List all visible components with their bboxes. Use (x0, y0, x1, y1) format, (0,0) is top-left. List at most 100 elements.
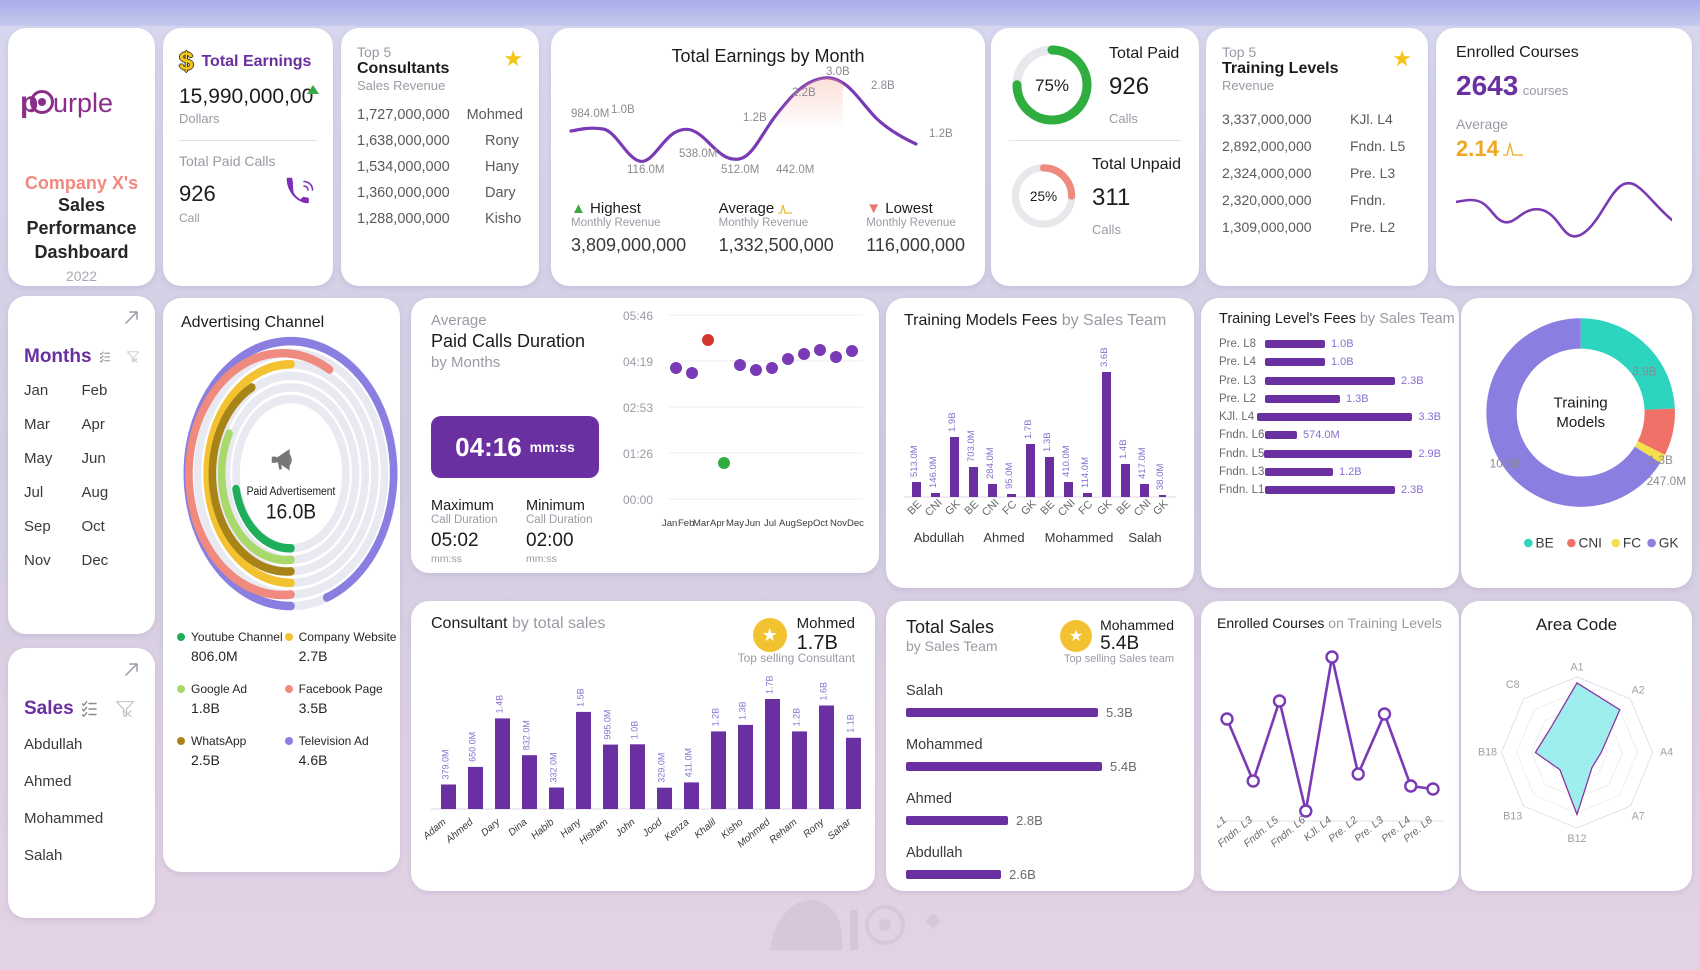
svg-text:1.4B: 1.4B (1118, 439, 1129, 459)
svg-text:2.2B: 2.2B (792, 87, 816, 99)
svg-text:Rony: Rony (801, 816, 827, 840)
svg-text:urple: urple (53, 88, 113, 118)
svg-text:1.6B: 1.6B (819, 682, 829, 701)
svg-text:Oct: Oct (813, 518, 828, 529)
svg-text:10.6B: 10.6B (1490, 456, 1521, 470)
svg-text:FC: FC (1623, 535, 1641, 550)
svg-text:1.3B: 1.3B (738, 701, 748, 720)
svg-text:1.4B: 1.4B (495, 695, 505, 714)
svg-text:GK: GK (1019, 498, 1039, 518)
svg-text:Dina: Dina (507, 817, 530, 839)
svg-text:1.2B: 1.2B (929, 128, 953, 140)
svg-text:2.8B: 2.8B (871, 80, 895, 92)
svg-text:Sahar: Sahar (826, 816, 854, 842)
svg-text:C8: C8 (1506, 679, 1520, 691)
svg-text:1.0B: 1.0B (630, 721, 640, 740)
svg-text:GK: GK (1095, 498, 1115, 518)
svg-text:FC: FC (1076, 498, 1095, 517)
svg-text:Nov: Nov (830, 518, 847, 529)
svg-text:GK: GK (1659, 535, 1679, 550)
svg-text:Khalil: Khalil (693, 816, 719, 841)
svg-text:329.0M: 329.0M (657, 753, 667, 783)
svg-text:A7: A7 (1632, 810, 1645, 822)
svg-text:1.7B: 1.7B (765, 675, 775, 694)
svg-text:379.0M: 379.0M (441, 749, 451, 779)
svg-text:25%: 25% (1030, 189, 1057, 204)
svg-text:Dary: Dary (479, 816, 503, 839)
svg-text:650.0M: 650.0M (468, 732, 478, 762)
svg-text:00:00: 00:00 (623, 493, 653, 507)
svg-text:Feb: Feb (678, 518, 694, 529)
svg-text:May: May (726, 518, 744, 529)
svg-text:1.3B: 1.3B (1649, 453, 1673, 467)
svg-text:CNI: CNI (1579, 535, 1602, 550)
svg-text:Salah: Salah (1128, 530, 1161, 545)
svg-text:146.0M: 146.0M (928, 456, 939, 488)
svg-text:1.2B: 1.2B (792, 708, 802, 727)
svg-text:02:53: 02:53 (623, 401, 653, 415)
svg-text:411.0M: 411.0M (684, 748, 694, 777)
svg-text:BE: BE (962, 498, 981, 517)
svg-text:CNI: CNI (1132, 497, 1154, 519)
svg-text:BE: BE (1536, 535, 1554, 550)
svg-text:Jun: Jun (745, 518, 760, 529)
svg-text:05:46: 05:46 (623, 309, 653, 323)
svg-text:Apr: Apr (710, 518, 725, 529)
svg-text:3.6B: 3.6B (1099, 347, 1110, 367)
svg-text:1.2B: 1.2B (743, 112, 767, 124)
svg-text:Mar: Mar (693, 518, 709, 529)
svg-text:3.0B: 3.0B (826, 66, 850, 78)
svg-text:01:26: 01:26 (623, 447, 653, 461)
svg-text:1.9B: 1.9B (947, 412, 958, 432)
svg-text:Abdullah: Abdullah (914, 530, 965, 545)
svg-text:CNI: CNI (1056, 497, 1078, 519)
svg-text:1.1B: 1.1B (846, 714, 856, 733)
svg-text:Hisham: Hisham (577, 817, 610, 847)
svg-text:04:19: 04:19 (623, 355, 653, 369)
svg-text:Ahmed: Ahmed (443, 817, 475, 847)
svg-text:538.0M: 538.0M (679, 148, 717, 160)
svg-text:CNI: CNI (980, 497, 1002, 519)
svg-text:247.0M: 247.0M (1647, 474, 1686, 488)
svg-text:Training: Training (1554, 394, 1608, 411)
svg-text:A4: A4 (1660, 747, 1673, 759)
svg-text:BE: BE (905, 498, 924, 517)
svg-text:Sep: Sep (796, 518, 813, 529)
svg-text:A2: A2 (1632, 684, 1645, 696)
svg-text:John: John (613, 817, 638, 840)
svg-text:GK: GK (943, 498, 963, 518)
svg-text:A1: A1 (1570, 662, 1583, 674)
svg-text:Habib: Habib (529, 817, 556, 843)
svg-text:B18: B18 (1478, 747, 1497, 759)
svg-text:116.0M: 116.0M (627, 164, 665, 176)
svg-text:Reham: Reham (768, 817, 800, 846)
svg-text:284.0M: 284.0M (985, 447, 996, 479)
svg-text:Models: Models (1556, 414, 1605, 431)
svg-text:38.0M: 38.0M (1155, 464, 1166, 490)
svg-text:1.5B: 1.5B (576, 688, 586, 707)
svg-text:16.0B: 16.0B (266, 500, 316, 523)
svg-text:332.0M: 332.0M (549, 752, 559, 782)
svg-text:CNI: CNI (923, 497, 945, 519)
svg-text:1.0B: 1.0B (611, 104, 635, 116)
svg-text:417.0M: 417.0M (1137, 447, 1148, 479)
svg-text:1.3B: 1.3B (1042, 432, 1053, 452)
svg-text:832.0M: 832.0M (522, 720, 532, 750)
svg-text:Jan: Jan (662, 518, 677, 529)
svg-text:B12: B12 (1567, 833, 1586, 845)
svg-text:703.0M: 703.0M (966, 430, 977, 462)
svg-text:1.7B: 1.7B (1023, 419, 1034, 439)
svg-text:Kenza: Kenza (663, 817, 692, 844)
svg-text:Ahmed: Ahmed (983, 530, 1024, 545)
svg-text:Mohammed: Mohammed (1045, 530, 1114, 545)
svg-text:B13: B13 (1503, 810, 1522, 822)
svg-text:513.0M: 513.0M (909, 445, 920, 477)
svg-text:GK: GK (1151, 498, 1171, 518)
svg-text:3.9B: 3.9B (1632, 365, 1656, 379)
svg-text:Dec: Dec (847, 518, 864, 529)
svg-text:95.0M: 95.0M (1004, 463, 1015, 489)
svg-text:Paid Advertisement: Paid Advertisement (247, 486, 336, 499)
svg-text:BE: BE (1038, 498, 1057, 517)
svg-text:1.2B: 1.2B (711, 708, 721, 727)
svg-text:BE: BE (1114, 498, 1133, 517)
